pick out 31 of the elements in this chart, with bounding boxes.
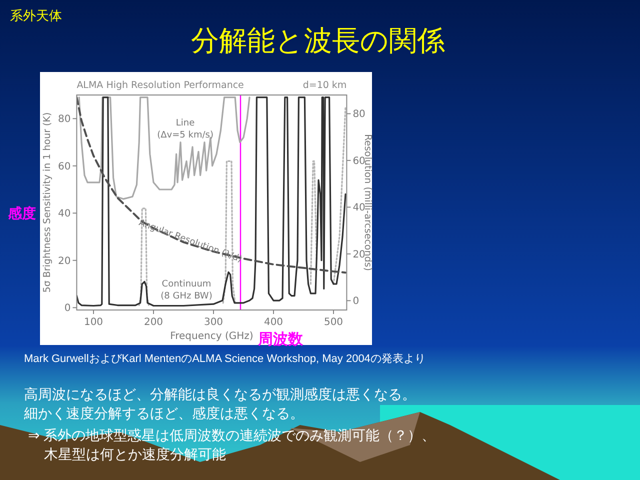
y-tick-label: 0: [64, 303, 71, 314]
y-tick-label: 60: [58, 161, 71, 172]
y-tick-label: 20: [58, 256, 71, 267]
y-tick-label: 80: [58, 114, 71, 126]
text: d=10 km: [302, 80, 347, 91]
x-tick-label: 300: [204, 317, 224, 328]
y2-tick-label: 0: [352, 296, 360, 308]
text: 高周波になるほど、分解能は良くなるが観測感度は悪くなる。: [24, 386, 416, 402]
text: 感度: [7, 205, 36, 221]
chart-subtitle: ALMA High Resolution Performance: [76, 80, 244, 91]
line-series: [76, 96, 346, 307]
line-series: [76, 96, 346, 274]
text: 細かく速度分解するほど、感度は悪くなる。: [23, 405, 304, 421]
y2-tick-label: 20: [352, 249, 366, 260]
x-tick-label: 500: [324, 317, 344, 328]
x-tick-label: 200: [144, 317, 164, 328]
series-label: Continuum (8 GHz BW): [160, 279, 212, 302]
y2-tick-label: 40: [352, 202, 366, 214]
text: 周波数: [257, 331, 304, 348]
x-tick-label: 400: [264, 317, 284, 328]
y2-tick-label: 60: [352, 156, 366, 167]
text: 系外天体: [10, 8, 62, 23]
y-tick-label: 40: [58, 208, 71, 220]
x-tick-label: 100: [84, 317, 104, 328]
y2-tick-label: 80: [352, 109, 366, 120]
x-axis-title: Frequency (GHz): [170, 331, 254, 342]
chart-title: 分解能と波長の関係: [191, 25, 445, 56]
series-label: Line (Δv=5 km/s): [157, 118, 214, 141]
text: Mark GurwellおよびKarl MentenのALMA Science Workshop, May 2004の発表より: [24, 352, 426, 365]
y-axis-title: 5σ Brightness Sensitivity in 1 hour (K): [42, 112, 53, 293]
line-series: [78, 96, 250, 200]
